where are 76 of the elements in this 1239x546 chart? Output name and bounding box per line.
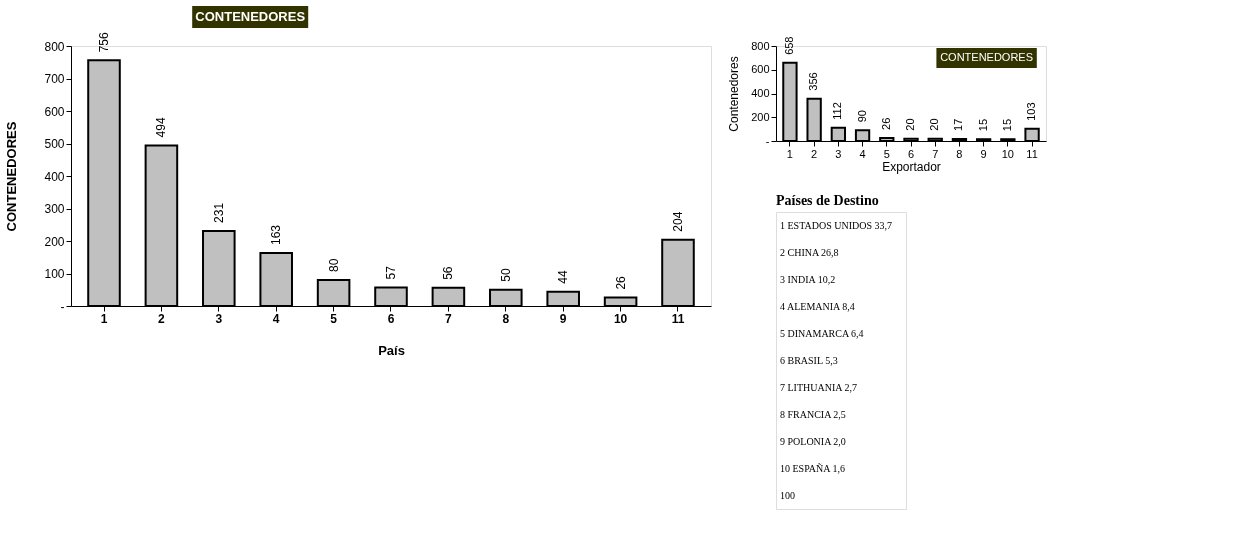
x-tick-label: 4 xyxy=(859,147,866,160)
x-axis-title: Exportador xyxy=(882,159,941,174)
x-tick-label: 8 xyxy=(502,311,510,326)
y-tick-label: 600 xyxy=(751,63,770,76)
text: 7 LITHUANIA 2,7 xyxy=(780,381,857,393)
data-label: 80 xyxy=(326,258,341,272)
y-tick-label: 400 xyxy=(44,169,65,184)
text: 1 ESTADOS UNIDOS 33,7 xyxy=(780,219,892,231)
data-label: 56 xyxy=(441,266,456,280)
text: 4 ALEMANIA 8,4 xyxy=(780,300,855,312)
x-axis-title: País xyxy=(378,342,405,358)
x-tick-label: 10 xyxy=(613,311,628,326)
data-label: 44 xyxy=(556,270,571,284)
y-tick-label: 100 xyxy=(44,267,65,281)
x-tick-label: 3 xyxy=(215,311,223,326)
x-tick-label: 6 xyxy=(907,147,915,160)
y-axis-title: Contenedores xyxy=(727,56,742,132)
data-label: 90 xyxy=(855,110,868,123)
y-tick-label: 400 xyxy=(751,87,770,99)
data-label: 204 xyxy=(671,211,685,232)
data-label: 658 xyxy=(782,36,795,55)
data-label: 356 xyxy=(807,72,820,91)
x-tick-label: 3 xyxy=(835,147,842,160)
data-label: 57 xyxy=(384,265,398,280)
x-tick-label: 5 xyxy=(883,147,890,160)
data-label: 20 xyxy=(904,118,916,131)
y-tick-label: - xyxy=(765,134,770,147)
data-label: 26 xyxy=(879,117,892,130)
text: 100 xyxy=(780,489,795,501)
text: 6 BRASIL 5,3 xyxy=(780,354,838,366)
text: 10 ESPAÑA 1,6 xyxy=(780,462,845,474)
data-label: 163 xyxy=(269,224,284,246)
y-tick-label: 200 xyxy=(751,110,770,123)
y-tick-label: 700 xyxy=(44,72,65,86)
data-label: 112 xyxy=(831,102,844,120)
x-tick-label: 11 xyxy=(671,311,685,326)
x-tick-label: 1 xyxy=(786,147,793,160)
y-tick-label: 800 xyxy=(751,39,770,52)
y-tick-label: 500 xyxy=(44,137,65,151)
x-tick-label: 6 xyxy=(387,311,395,326)
data-label: 50 xyxy=(498,268,513,282)
data-label: 231 xyxy=(211,202,226,223)
text: 8 FRANCIA 2,5 xyxy=(780,408,846,420)
x-tick-label: 9 xyxy=(980,147,987,160)
y-tick-label: 200 xyxy=(44,234,65,249)
x-tick-label: 11 xyxy=(1026,147,1038,160)
text: 3 INDIA 10,2 xyxy=(780,273,836,285)
data-label: 26 xyxy=(613,275,628,290)
x-tick-label: 9 xyxy=(559,311,567,326)
text: 9 POLONIA 2,0 xyxy=(780,435,846,447)
data-label: 15 xyxy=(1000,118,1013,132)
x-tick-label: 2 xyxy=(158,311,166,326)
x-tick-label: 2 xyxy=(811,147,818,160)
y-tick-label: - xyxy=(60,299,65,314)
text: 5 DINAMARCA 6,4 xyxy=(780,327,864,339)
x-tick-label: 1 xyxy=(100,311,108,326)
text: Países de Destino xyxy=(776,193,879,208)
x-tick-label: 7 xyxy=(932,147,939,160)
y-tick-label: 600 xyxy=(44,104,65,119)
chart-title: CONTENEDORES xyxy=(195,9,306,24)
data-label: 756 xyxy=(97,31,111,53)
data-label: 494 xyxy=(154,117,169,138)
data-label: 17 xyxy=(952,118,965,131)
y-axis-title: CONTENEDORES xyxy=(4,121,20,232)
y-tick-label: 800 xyxy=(44,39,65,54)
x-tick-label: 8 xyxy=(956,147,963,160)
y-tick-label: 300 xyxy=(44,202,65,216)
data-label: 15 xyxy=(976,118,989,132)
x-tick-label: 5 xyxy=(330,311,338,326)
chart-title: CONTENEDORES xyxy=(940,51,1034,63)
x-tick-label: 4 xyxy=(272,311,280,326)
x-tick-label: 10 xyxy=(1001,147,1014,160)
data-label: 20 xyxy=(928,118,941,131)
x-tick-label: 7 xyxy=(445,311,453,326)
text: 2 CHINA 26,8 xyxy=(780,246,839,258)
data-label: 103 xyxy=(1025,102,1038,121)
